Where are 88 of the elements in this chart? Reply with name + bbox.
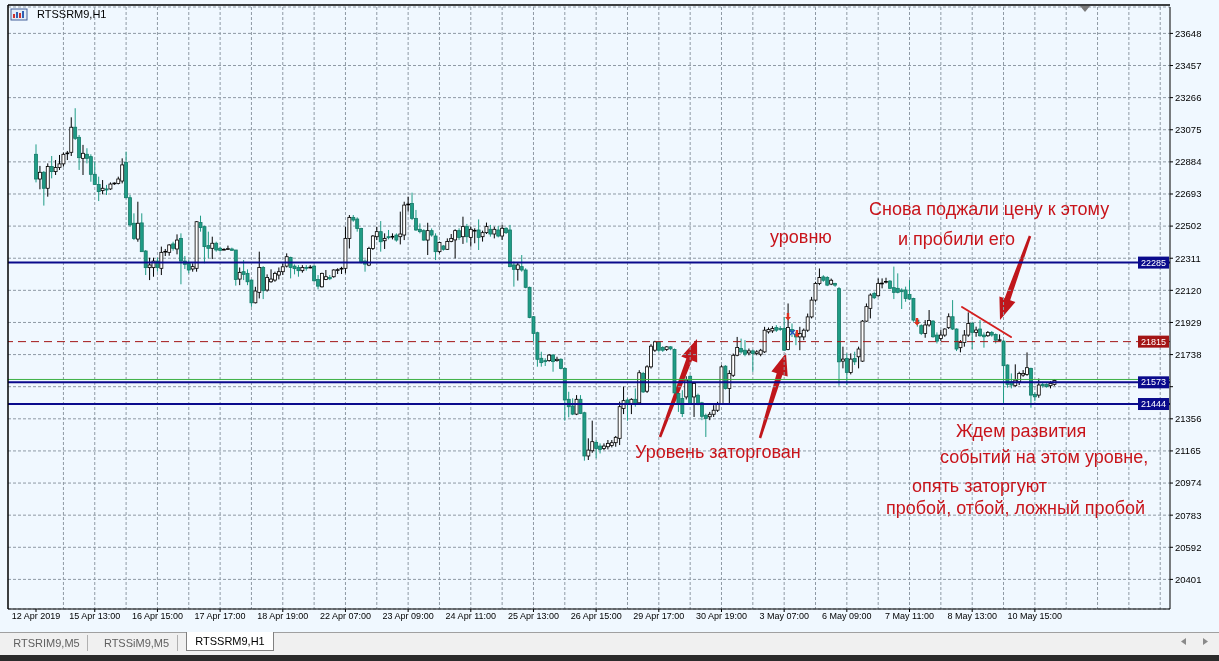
x-tick-label: 6 May 09:00: [822, 611, 872, 622]
candlestick: [1036, 377, 1041, 399]
candlestick: [884, 277, 888, 284]
candlestick: [974, 326, 979, 338]
candlestick: [911, 297, 916, 323]
y-tick-label: 22884: [1175, 156, 1202, 168]
y-tick-label: 21356: [1175, 413, 1202, 425]
y-tick-label: 21738: [1175, 348, 1202, 360]
candlestick: [1025, 351, 1029, 377]
text: RTSSiM9,M5: [96, 635, 178, 651]
y-tick-label: 20401: [1175, 573, 1202, 585]
candlestick: [844, 352, 849, 386]
candlestick: [841, 346, 845, 369]
chart-title: RTSSRM9,H1: [37, 8, 107, 21]
candlestick: [723, 364, 728, 391]
candlestick: [45, 162, 50, 198]
y-tick-label: 22693: [1175, 188, 1202, 200]
candlestick: [226, 245, 230, 251]
annotation: уровню: [770, 227, 832, 247]
x-tick-label: 23 Apr 09:00: [382, 611, 434, 622]
x-tick-label: 12 Apr 2019: [11, 611, 61, 622]
candlestick: [96, 176, 101, 202]
candlestick: [179, 232, 183, 285]
candlestick: [241, 259, 246, 281]
candlestick: [81, 144, 85, 176]
candlestick: [222, 247, 226, 251]
annotation: событий на этом уровне,: [940, 447, 1149, 467]
y-tick-label: 20974: [1175, 477, 1202, 489]
x-tick-label: 3 May 07:00: [759, 611, 809, 622]
x-tick-label: 17 Apr 17:00: [194, 611, 246, 622]
candlestick: [606, 439, 610, 450]
annotation: Снова поджали цену к этому: [869, 199, 1110, 219]
candlestick: [899, 287, 904, 310]
candlestick: [797, 326, 802, 351]
candlestick: [468, 226, 473, 248]
x-tick-label: 24 Apr 11:00: [445, 611, 496, 622]
candlestick: [464, 223, 469, 244]
x-tick-label: 7 May 11:00: [885, 611, 934, 622]
x-tick-label: 25 Apr 13:00: [507, 611, 559, 622]
y-tick-label: 23648: [1175, 27, 1202, 39]
candlestick: [848, 352, 853, 375]
candlestick: [461, 216, 465, 245]
candlestick: [594, 439, 599, 459]
x-tick-label: 30 Apr 19:00: [695, 611, 748, 622]
y-tick-label: 21929: [1175, 316, 1202, 328]
y-tick-label: 22311: [1175, 252, 1201, 264]
x-tick-label: 29 Apr 17:00: [633, 611, 685, 622]
y-tick-label: 23266: [1175, 92, 1202, 104]
x-tick-label: 26 Apr 15:00: [570, 611, 622, 622]
y-tick-label: 22120: [1175, 284, 1202, 296]
ref-line-label: 22285: [1140, 257, 1167, 268]
candlestick: [555, 356, 559, 363]
x-tick-label: 16 Apr 15:00: [131, 611, 183, 622]
candlestick: [38, 165, 42, 190]
x-tick-label: 8 May 13:00: [947, 611, 997, 622]
x-tick-label: 15 Apr 13:00: [69, 611, 121, 622]
y-tick-label: 23457: [1175, 59, 1202, 71]
annotation: и пробили его: [898, 229, 1015, 249]
y-tick-label: 21165: [1175, 445, 1201, 457]
x-tick-label: 18 Apr 19:00: [257, 611, 309, 622]
candlestick: [782, 316, 787, 352]
candlestick: [175, 233, 179, 255]
y-tick-label: 20783: [1175, 509, 1202, 521]
candlestick: [876, 277, 881, 298]
annotation: пробой, отбой, ложный пробой: [886, 498, 1146, 518]
y-tick-label: 22502: [1175, 220, 1202, 232]
annotation: Ждем развития: [956, 421, 1087, 441]
candlestick: [41, 170, 46, 207]
candlestick: [970, 321, 975, 350]
candlestick: [743, 339, 747, 357]
candlestick: [120, 157, 125, 184]
ref-line-label: 21444: [1140, 399, 1167, 410]
candlestick: [551, 353, 555, 373]
candlestick: [586, 437, 591, 461]
ref-line-label: 21573: [1140, 377, 1167, 388]
y-tick-label: 23075: [1175, 124, 1202, 136]
text: RTSRIM9,M5: [6, 635, 88, 651]
annotation: Уровень заторгован: [635, 442, 801, 462]
candlestick: [598, 442, 602, 454]
candlestick: [739, 338, 743, 355]
x-tick-label: 10 May 15:00: [1007, 611, 1063, 622]
candlestick: [276, 266, 281, 280]
ref-line-label: 21815: [1140, 336, 1167, 347]
y-tick-label: 20592: [1175, 541, 1202, 553]
candlestick: [680, 389, 685, 418]
x-tick-label: 22 Apr 07:00: [319, 611, 371, 622]
candlestick: [692, 381, 696, 418]
annotation: опять заторгуют: [912, 476, 1047, 496]
